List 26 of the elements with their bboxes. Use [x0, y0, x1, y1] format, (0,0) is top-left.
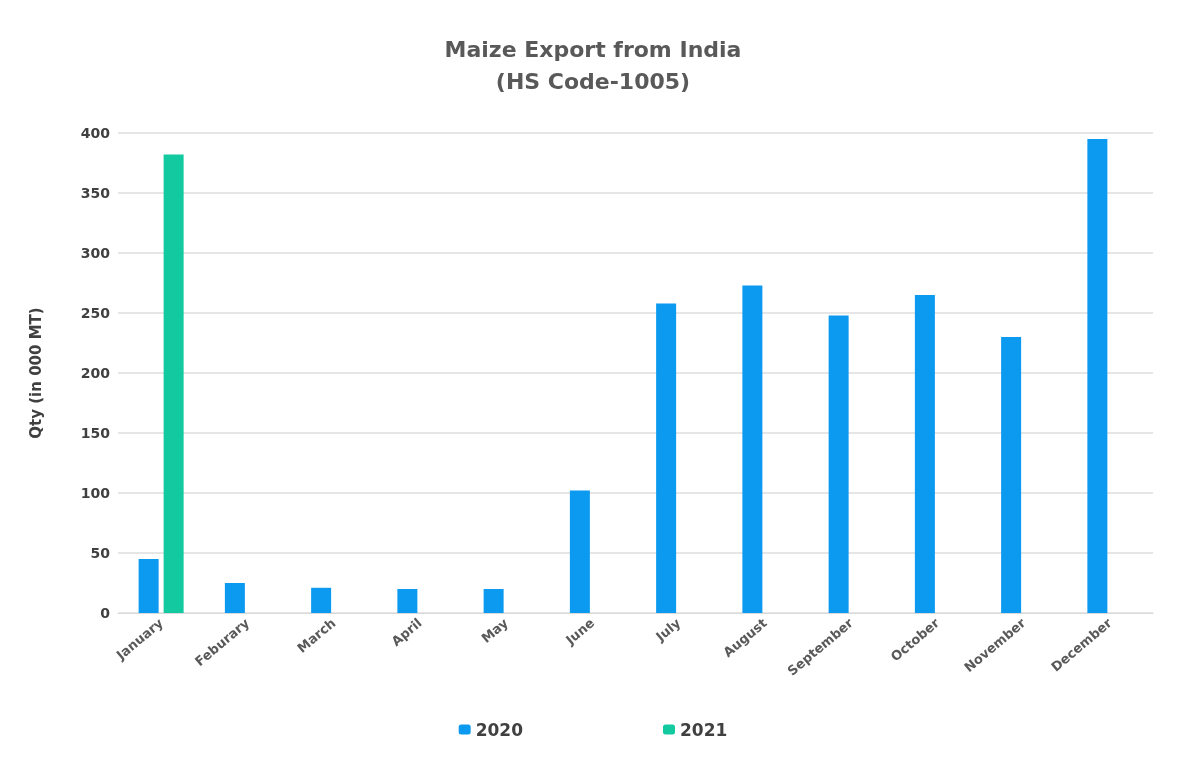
y-tick-label: 350 — [80, 185, 111, 201]
y-tick-label: 50 — [90, 545, 111, 561]
y-tick-label: 300 — [80, 245, 111, 261]
bar — [828, 315, 849, 613]
bar — [569, 490, 590, 613]
bar — [224, 583, 245, 613]
bar — [656, 303, 677, 613]
bar — [914, 295, 935, 613]
bar — [1001, 337, 1022, 613]
y-tick-label: 200 — [80, 365, 111, 381]
y-tick-label: 0 — [100, 605, 111, 621]
bar — [483, 589, 504, 613]
y-tick-label: 400 — [80, 125, 111, 141]
y-axis-title: Qty (in 000 MT) — [26, 307, 45, 439]
bar — [311, 587, 332, 613]
bar — [742, 285, 763, 613]
bar — [1087, 139, 1108, 613]
chart-title: Maize Export from India (HS Code-1005) — [444, 36, 742, 94]
legend-label: 2021 — [680, 719, 728, 740]
y-tick-label: 100 — [80, 485, 111, 501]
bar — [163, 154, 184, 613]
y-tick-label: 150 — [80, 425, 111, 441]
bar — [397, 589, 418, 613]
y-tick-label: 250 — [80, 305, 111, 321]
legend-label: 2020 — [475, 719, 524, 740]
bar — [138, 559, 159, 613]
